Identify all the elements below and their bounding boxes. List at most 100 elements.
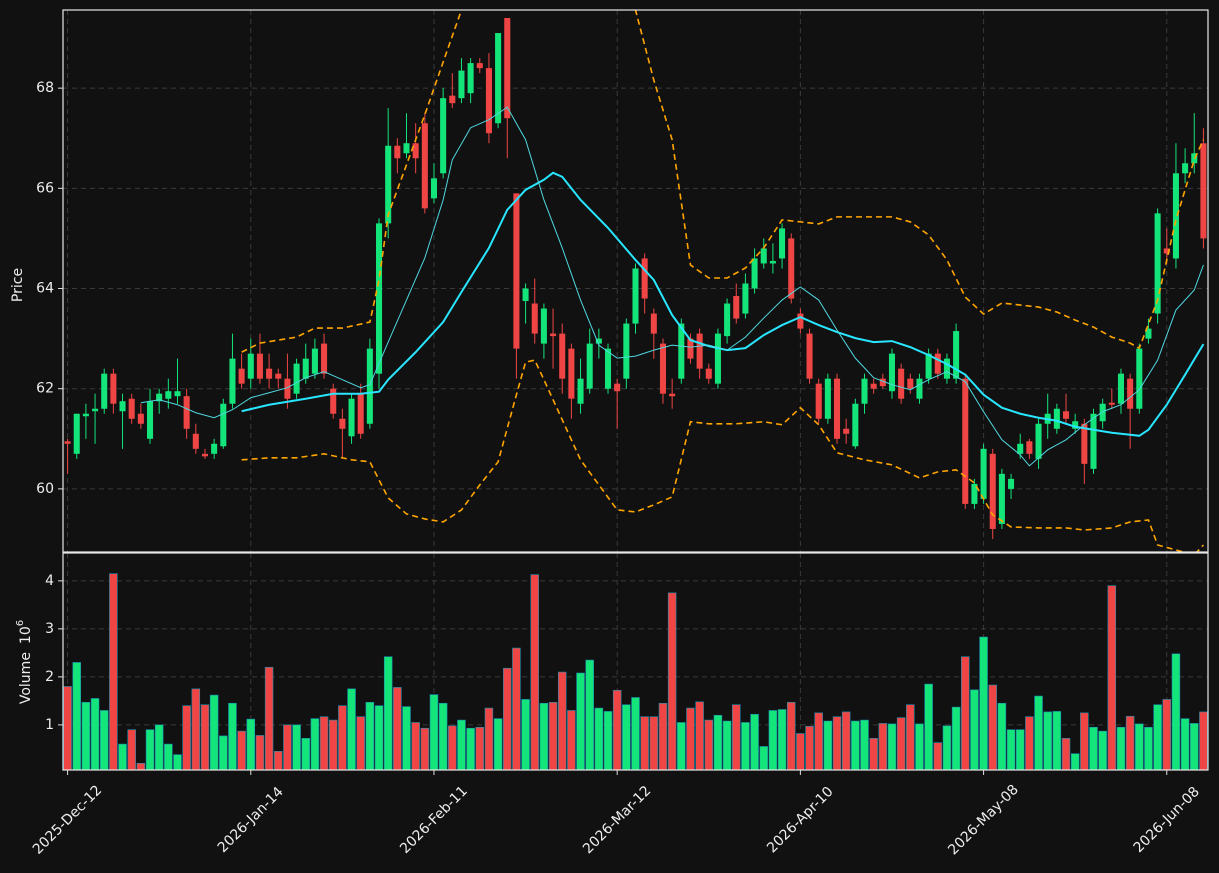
y-tick-label: 3 bbox=[45, 621, 54, 637]
volume-bar bbox=[484, 707, 494, 770]
volume-bar bbox=[539, 702, 549, 770]
candle-body bbox=[201, 453, 209, 457]
candle-body bbox=[568, 348, 575, 399]
volume-bar bbox=[741, 722, 750, 770]
volume-bar bbox=[1052, 711, 1062, 770]
candle-body bbox=[64, 441, 71, 444]
candle-body bbox=[724, 303, 731, 337]
candle-body bbox=[211, 443, 218, 454]
volume-bar bbox=[1171, 653, 1181, 770]
candle-body bbox=[430, 178, 438, 199]
candle-body bbox=[614, 383, 621, 392]
candle-body bbox=[1145, 328, 1152, 339]
candle-body bbox=[650, 313, 657, 334]
candle-body bbox=[174, 391, 181, 397]
volume-bar bbox=[951, 706, 961, 770]
volume-scale-base: 10 bbox=[18, 626, 34, 644]
y-tick-label: 2 bbox=[45, 669, 54, 685]
volume-bar bbox=[1144, 726, 1153, 770]
candle-body bbox=[641, 258, 648, 299]
volume-bar bbox=[612, 690, 622, 770]
candle-body bbox=[302, 358, 309, 379]
volume-bar bbox=[145, 729, 155, 770]
candle-body bbox=[852, 403, 859, 447]
volume-bar bbox=[777, 709, 787, 770]
candle-body bbox=[1182, 163, 1189, 174]
candle-body bbox=[797, 313, 804, 329]
volume-bar bbox=[732, 704, 741, 770]
volume-bar bbox=[759, 746, 768, 770]
candle-body bbox=[348, 398, 355, 437]
volume-bar bbox=[283, 724, 292, 770]
candle-body bbox=[989, 453, 996, 529]
volume-bar bbox=[429, 694, 439, 770]
volume-bar bbox=[576, 672, 585, 770]
candle-body bbox=[760, 248, 767, 264]
volume-bar bbox=[136, 762, 146, 770]
volume-bar bbox=[99, 710, 109, 770]
candle-body bbox=[632, 268, 639, 324]
volume-bar bbox=[695, 701, 704, 770]
candle-body bbox=[898, 368, 905, 399]
candle-body bbox=[531, 303, 538, 334]
volume-bar bbox=[1180, 718, 1190, 770]
candle-body bbox=[1172, 173, 1179, 259]
candle-body bbox=[1035, 423, 1042, 459]
volume-bar bbox=[356, 716, 365, 770]
candle-body bbox=[366, 348, 373, 424]
candle-body bbox=[907, 378, 914, 389]
candle-body bbox=[449, 95, 456, 104]
volume-bar bbox=[896, 717, 906, 770]
volume-bar bbox=[1061, 738, 1071, 770]
candle-body bbox=[779, 228, 786, 259]
volume-bar bbox=[704, 719, 714, 770]
volume-bar bbox=[1098, 730, 1107, 770]
candle-body bbox=[412, 143, 419, 159]
candle-body bbox=[1008, 478, 1015, 489]
volume-bar bbox=[823, 720, 833, 770]
candle-body bbox=[1062, 411, 1070, 419]
volume-bar bbox=[191, 688, 201, 770]
candle-body bbox=[669, 393, 676, 397]
candle-body bbox=[513, 193, 520, 349]
volume-bar bbox=[988, 684, 997, 770]
volume-bar bbox=[1190, 723, 1199, 770]
candle-body bbox=[321, 343, 328, 374]
volume-bar bbox=[1199, 711, 1208, 770]
volume-bar bbox=[512, 647, 521, 770]
volume-bar bbox=[997, 702, 1007, 770]
volume-bar bbox=[686, 707, 695, 770]
candle-body bbox=[559, 333, 566, 379]
candle-body bbox=[595, 338, 602, 344]
volume-bar bbox=[448, 725, 457, 770]
volume-bar bbox=[1043, 711, 1052, 770]
candle-body bbox=[1099, 403, 1106, 422]
volume-bar bbox=[365, 702, 375, 770]
candle-body bbox=[1053, 408, 1060, 429]
candle-body bbox=[888, 353, 896, 392]
volume-scale-exponent: 6 bbox=[15, 620, 26, 626]
y-tick-label: 4 bbox=[45, 573, 54, 589]
candle-body bbox=[550, 333, 557, 337]
volume-bar bbox=[796, 733, 805, 770]
y-tick-label: 68 bbox=[36, 80, 54, 96]
volume-bar bbox=[667, 592, 677, 770]
candle-body bbox=[247, 353, 254, 379]
candle-body bbox=[577, 378, 584, 404]
volume-bar bbox=[1135, 723, 1144, 770]
volume-panel bbox=[63, 573, 1208, 770]
candle-body bbox=[714, 333, 721, 384]
candle-body bbox=[238, 368, 245, 384]
volume-bar bbox=[942, 725, 952, 770]
candle-body bbox=[1108, 402, 1115, 405]
candle-body bbox=[788, 238, 795, 299]
volume-bar bbox=[594, 707, 604, 770]
volume-bar bbox=[466, 727, 475, 770]
volume-bar bbox=[677, 722, 686, 770]
volume-bar bbox=[1153, 704, 1162, 770]
volume-bar bbox=[1125, 715, 1135, 770]
candle-body bbox=[696, 333, 703, 369]
candle-body bbox=[1081, 423, 1088, 464]
volume-bar bbox=[869, 738, 878, 770]
price-frame bbox=[62, 9, 1209, 553]
